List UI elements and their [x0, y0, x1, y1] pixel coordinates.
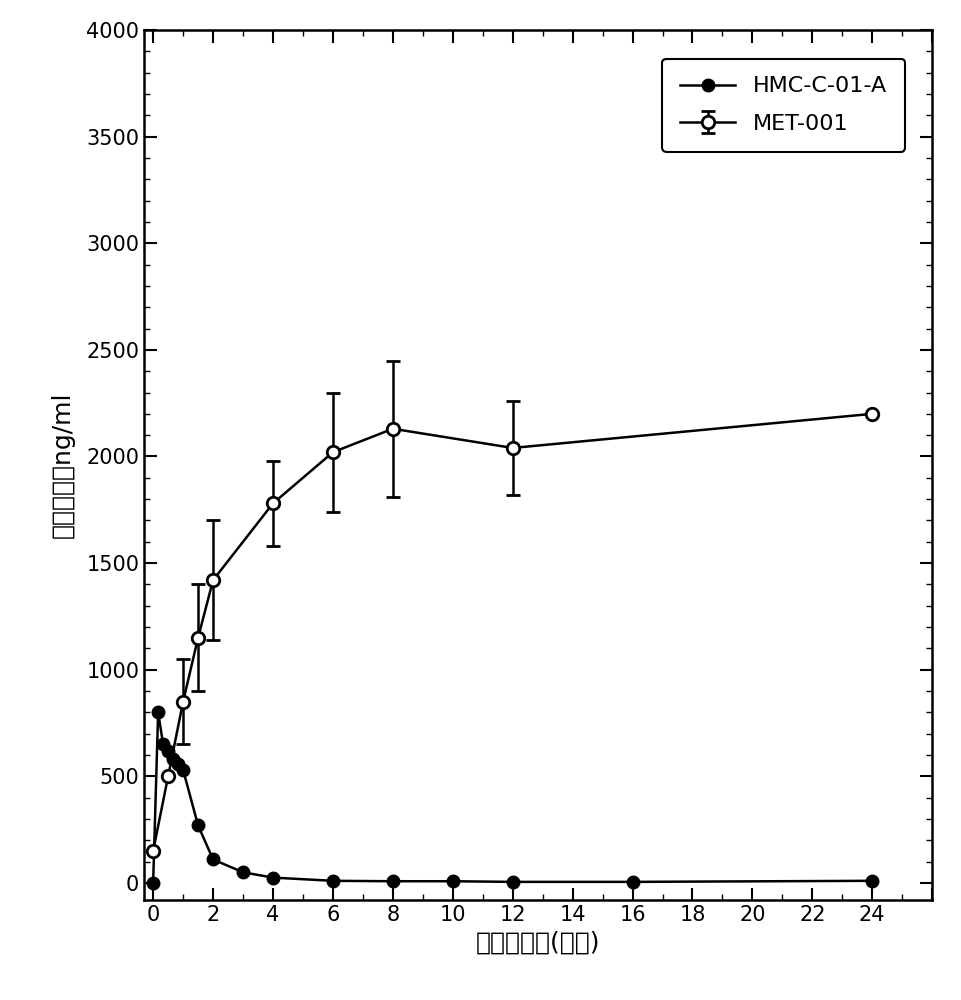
HMC-C-01-A	[387, 875, 399, 887]
HMC-C-01-A	[147, 877, 159, 889]
HMC-C-01-A	[178, 764, 189, 776]
HMC-C-01-A	[192, 819, 204, 831]
HMC-C-01-A	[153, 706, 164, 718]
HMC-C-01-A	[506, 876, 518, 888]
Line: HMC-C-01-A: HMC-C-01-A	[147, 706, 878, 889]
HMC-C-01-A	[237, 866, 249, 878]
HMC-C-01-A	[167, 753, 179, 765]
HMC-C-01-A	[627, 876, 638, 888]
HMC-C-01-A	[208, 853, 219, 865]
Legend: HMC-C-01-A, MET-001: HMC-C-01-A, MET-001	[662, 59, 905, 152]
HMC-C-01-A	[158, 738, 169, 750]
Y-axis label: 血浆浓度，ng/ml: 血浆浓度，ng/ml	[51, 392, 75, 538]
X-axis label: 给药后时间(小时): 给药后时间(小时)	[476, 930, 601, 954]
HMC-C-01-A	[447, 875, 458, 887]
HMC-C-01-A	[172, 758, 184, 770]
HMC-C-01-A	[327, 875, 338, 887]
HMC-C-01-A	[267, 872, 279, 884]
HMC-C-01-A	[162, 745, 174, 757]
HMC-C-01-A	[867, 875, 878, 887]
